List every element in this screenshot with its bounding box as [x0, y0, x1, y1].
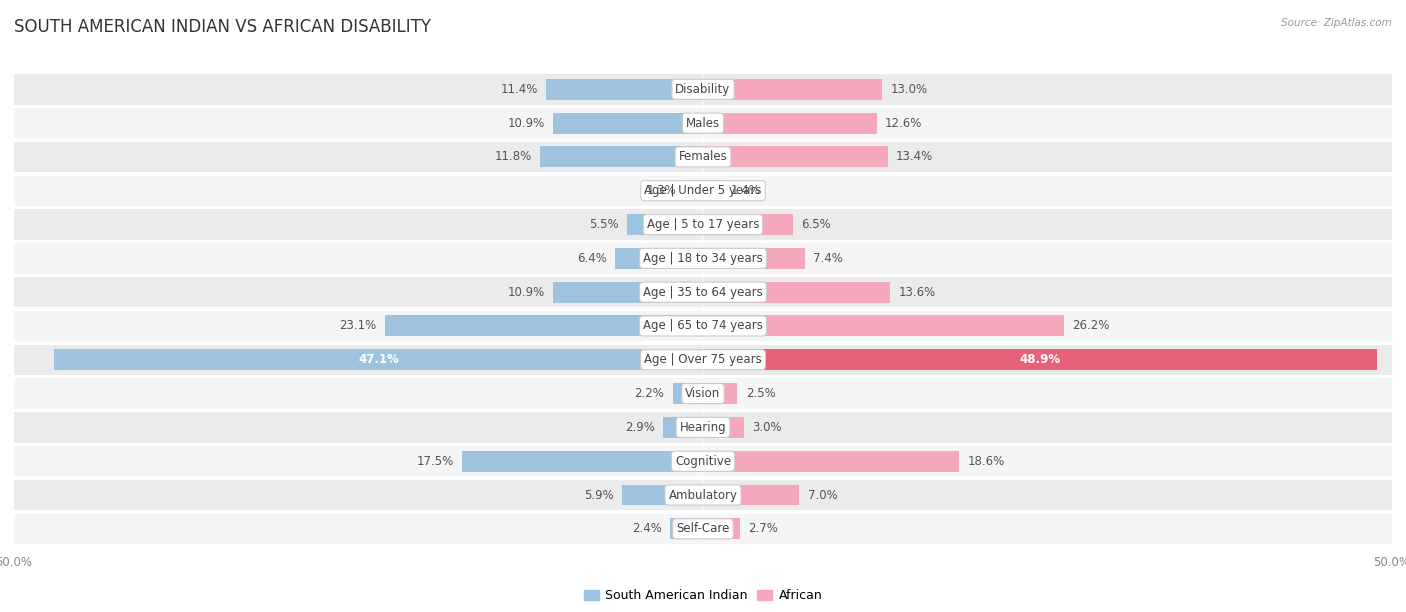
Text: Source: ZipAtlas.com: Source: ZipAtlas.com — [1281, 18, 1392, 28]
Bar — [703, 282, 890, 303]
Text: 13.0%: 13.0% — [890, 83, 928, 96]
Text: 1.3%: 1.3% — [647, 184, 676, 197]
Bar — [703, 383, 738, 404]
Bar — [703, 485, 800, 506]
Text: 47.1%: 47.1% — [359, 353, 399, 366]
Text: Age | 5 to 17 years: Age | 5 to 17 years — [647, 218, 759, 231]
Bar — [540, 146, 703, 168]
Bar — [703, 214, 793, 235]
Bar — [14, 480, 1392, 510]
Bar — [14, 345, 1392, 375]
Text: 2.9%: 2.9% — [624, 421, 655, 434]
Bar — [553, 282, 703, 303]
Bar — [669, 518, 703, 539]
Text: 26.2%: 26.2% — [1073, 319, 1109, 332]
Bar — [14, 74, 1392, 105]
Bar — [14, 108, 1392, 138]
Text: 5.9%: 5.9% — [583, 488, 613, 501]
Bar — [553, 113, 703, 133]
Text: 13.6%: 13.6% — [898, 286, 936, 299]
Text: Age | 65 to 74 years: Age | 65 to 74 years — [643, 319, 763, 332]
Bar — [685, 181, 703, 201]
Text: 2.7%: 2.7% — [748, 522, 779, 536]
Text: 2.4%: 2.4% — [631, 522, 662, 536]
Text: 10.9%: 10.9% — [508, 286, 544, 299]
Text: 13.4%: 13.4% — [896, 151, 934, 163]
Bar — [703, 146, 887, 168]
Bar — [385, 315, 703, 337]
Bar — [546, 79, 703, 100]
Text: 1.4%: 1.4% — [731, 184, 761, 197]
Bar — [614, 248, 703, 269]
Bar — [703, 315, 1064, 337]
Text: 48.9%: 48.9% — [1019, 353, 1060, 366]
Text: 2.2%: 2.2% — [634, 387, 665, 400]
Text: 7.4%: 7.4% — [813, 252, 844, 265]
Bar — [14, 513, 1392, 544]
Text: Vision: Vision — [685, 387, 721, 400]
Text: 2.5%: 2.5% — [745, 387, 776, 400]
Text: 5.5%: 5.5% — [589, 218, 619, 231]
Legend: South American Indian, African: South American Indian, African — [579, 584, 827, 607]
Text: Hearing: Hearing — [679, 421, 727, 434]
Text: 7.0%: 7.0% — [807, 488, 838, 501]
Bar — [664, 417, 703, 438]
Bar — [627, 214, 703, 235]
Text: 18.6%: 18.6% — [967, 455, 1005, 468]
Bar — [703, 450, 959, 472]
Text: 6.4%: 6.4% — [576, 252, 606, 265]
Text: 3.0%: 3.0% — [752, 421, 782, 434]
Text: 17.5%: 17.5% — [416, 455, 454, 468]
Bar — [14, 277, 1392, 307]
Text: 12.6%: 12.6% — [884, 117, 922, 130]
Bar — [14, 176, 1392, 206]
Text: SOUTH AMERICAN INDIAN VS AFRICAN DISABILITY: SOUTH AMERICAN INDIAN VS AFRICAN DISABIL… — [14, 18, 432, 36]
Bar — [14, 378, 1392, 409]
Text: Age | 35 to 64 years: Age | 35 to 64 years — [643, 286, 763, 299]
Text: Disability: Disability — [675, 83, 731, 96]
Text: 11.8%: 11.8% — [495, 151, 531, 163]
Bar — [703, 79, 882, 100]
Text: Self-Care: Self-Care — [676, 522, 730, 536]
Text: Females: Females — [679, 151, 727, 163]
Text: Age | Under 5 years: Age | Under 5 years — [644, 184, 762, 197]
Bar — [703, 248, 806, 269]
Text: 23.1%: 23.1% — [339, 319, 377, 332]
Bar — [14, 412, 1392, 442]
Bar — [703, 181, 723, 201]
Text: Age | 18 to 34 years: Age | 18 to 34 years — [643, 252, 763, 265]
Text: Ambulatory: Ambulatory — [668, 488, 738, 501]
Text: Cognitive: Cognitive — [675, 455, 731, 468]
Text: 11.4%: 11.4% — [501, 83, 537, 96]
Bar — [703, 113, 876, 133]
Text: Age | Over 75 years: Age | Over 75 years — [644, 353, 762, 366]
Text: 10.9%: 10.9% — [508, 117, 544, 130]
Bar — [672, 383, 703, 404]
Bar — [703, 417, 744, 438]
Text: 6.5%: 6.5% — [801, 218, 831, 231]
Bar — [14, 209, 1392, 240]
Bar — [621, 485, 703, 506]
Text: Males: Males — [686, 117, 720, 130]
Bar — [14, 243, 1392, 274]
Bar — [14, 446, 1392, 476]
Bar — [14, 142, 1392, 172]
Bar — [461, 450, 703, 472]
Bar — [703, 518, 740, 539]
Bar — [53, 349, 703, 370]
Bar — [14, 311, 1392, 341]
Bar — [703, 349, 1376, 370]
